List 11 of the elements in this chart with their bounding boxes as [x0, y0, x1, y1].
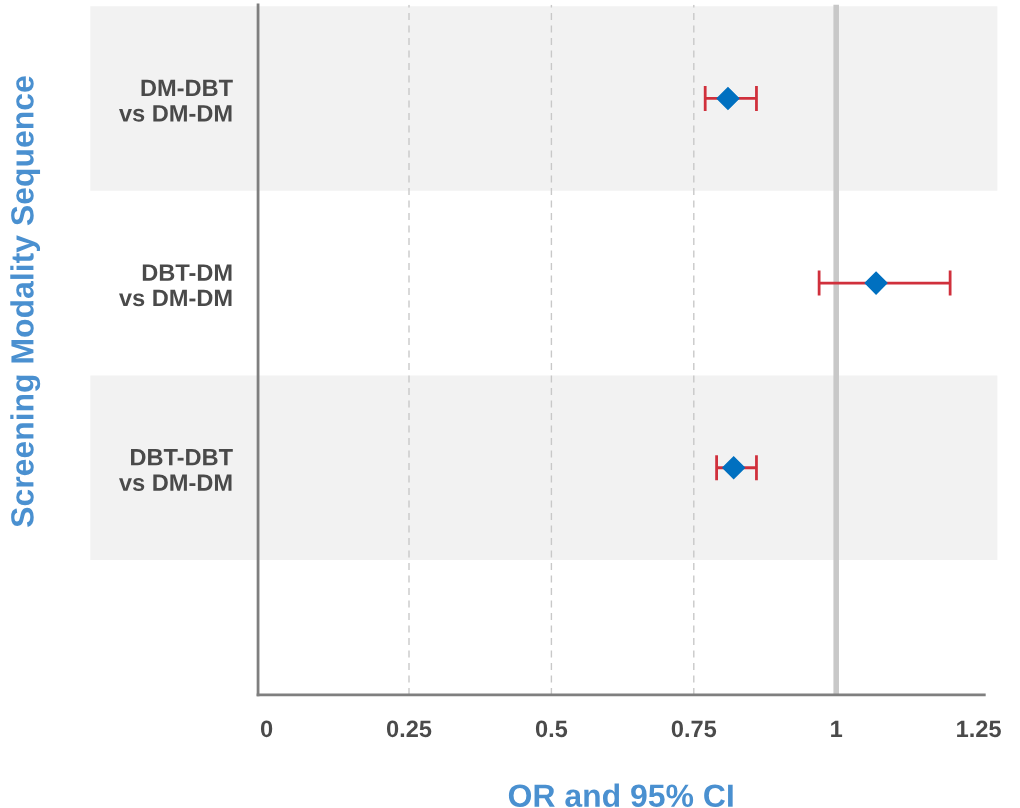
y-tick-label: DBT-DBT vs DM-DM [119, 449, 233, 491]
x-tick-label: 0 [260, 720, 273, 738]
x-tick-label: 0.75 [671, 720, 717, 738]
y-tick-label: DBT-DM vs DM-DM [119, 264, 232, 307]
y-axis-title: Screening Modality Sequence [10, 76, 41, 527]
x-axis-title: OR and 95% CI [508, 783, 733, 808]
x-tick-label: 0.25 [386, 720, 432, 738]
y-tick-label: DM-DBT vs DM-DM [119, 79, 233, 122]
x-tick-label: 1.25 [957, 720, 1001, 738]
x-tick-label: 1 [831, 720, 843, 737]
x-tick-label: 0.5 [535, 720, 568, 738]
